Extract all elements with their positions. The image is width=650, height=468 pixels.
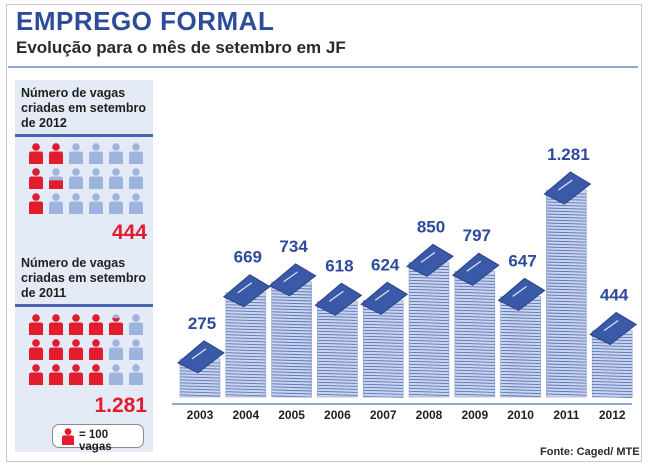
person-icon-2012-18 [129, 193, 143, 214]
panel-2011-label: Número de vagas criadas em setembro de 2… [21, 256, 149, 301]
bar-value-2003: 275 [188, 314, 216, 333]
x-tick-2008: 2008 [416, 408, 443, 422]
source-note: Fonte: Caged/ MTE [540, 446, 640, 458]
bar-value-2007: 624 [371, 255, 400, 274]
person-icon-2012-11 [89, 168, 103, 189]
person-icon-2012-16 [129, 143, 143, 164]
person-icon-2011-18 [129, 364, 143, 385]
person-icon-2011-10 [89, 314, 103, 335]
person-icon-2012-9 [69, 193, 83, 214]
panel-2011-value: 1.281 [94, 394, 147, 417]
bar-2007 [360, 281, 409, 398]
person-icon-2011-2 [29, 339, 43, 360]
person-icon-2011-15 [109, 364, 123, 385]
panel-2012-divider [15, 134, 153, 137]
person-icon-2011-6 [49, 364, 63, 385]
header-divider [8, 66, 638, 68]
bar-2009 [451, 252, 500, 398]
icon-legend: = 100 vagas [52, 424, 144, 453]
person-icon-2011-14 [109, 339, 123, 360]
panel-2012-label-line-1: Número de vagas [21, 86, 126, 100]
panel-2012-label-line-2: criadas em setembro [21, 101, 147, 115]
person-icon-2011-7 [69, 314, 83, 335]
person-icon-2012-12 [89, 193, 103, 214]
person-icon-2011-9 [69, 364, 83, 385]
bar-2012 [589, 311, 638, 399]
sidebar-panel: Número de vagas criadas em setembro de 2… [15, 80, 153, 452]
panel-2011-label-line-1: Número de vagas [21, 256, 126, 270]
person-icon-2011-4 [49, 314, 63, 335]
person-icon-2011-11 [89, 339, 103, 360]
panel-2011-divider [15, 304, 153, 307]
bar-2010 [497, 277, 546, 398]
x-tick-2009: 2009 [461, 408, 488, 422]
person-icon-2011-13 [109, 314, 123, 335]
page-title: EMPREGO FORMAL [16, 6, 275, 36]
bar-2004 [222, 274, 271, 398]
bar-2011 [543, 171, 592, 398]
person-icon-2012-8 [69, 168, 83, 189]
legend-text: = 100 vagas [79, 429, 112, 453]
panel-2012-value: 444 [111, 221, 147, 244]
person-icon-2011-8 [69, 339, 83, 360]
bar-value-2010: 647 [508, 251, 536, 270]
bar-2005 [268, 263, 317, 398]
x-tick-2005: 2005 [278, 408, 305, 422]
panel-2012-label: Número de vagas criadas em setembro de 2… [21, 86, 149, 131]
panel-2012-label-line-3: de 2012 [21, 116, 67, 130]
person-icon [62, 428, 74, 445]
bar-value-2011: 1.281 [547, 145, 590, 164]
person-icon-2011-16 [129, 314, 143, 335]
bar-2003 [177, 340, 225, 398]
bar-2006 [314, 282, 363, 398]
person-icon-2012-17 [129, 168, 143, 189]
person-icon-2012-5 [49, 168, 63, 189]
person-icon-2012-6 [49, 193, 63, 214]
page-subtitle: Evolução para o mês de setembro em JF [16, 38, 346, 57]
bar-2008 [406, 243, 454, 398]
panel-2011-label-line-2: criadas em setembro [21, 271, 147, 285]
bar-value-2006: 618 [325, 256, 353, 275]
bar-value-2008: 850 [417, 217, 445, 236]
person-icon-2011-12 [89, 364, 103, 385]
person-icon-2011-1 [29, 314, 43, 335]
panel-2011-label-line-3: de 2011 [21, 286, 67, 300]
person-icon-2012-7 [69, 143, 83, 164]
x-tick-2007: 2007 [370, 408, 397, 422]
x-tick-2006: 2006 [324, 408, 351, 422]
person-icon-2012-2 [29, 168, 43, 189]
x-tick-2010: 2010 [507, 408, 534, 422]
person-icon-2011-5 [49, 339, 63, 360]
person-icon-2011-17 [129, 339, 143, 360]
person-icon-2012-14 [109, 168, 123, 189]
person-icon-2012-4 [49, 143, 63, 164]
person-icon-2012-3 [29, 193, 43, 214]
bar-value-2009: 797 [463, 226, 491, 245]
x-tick-2004: 2004 [232, 408, 259, 422]
person-icon-2012-1 [29, 143, 43, 164]
person-icon-2012-15 [109, 193, 123, 214]
x-tick-2012: 2012 [599, 408, 626, 422]
x-tick-2003: 2003 [187, 408, 214, 422]
bar-value-2004: 669 [234, 248, 262, 267]
x-tick-2011: 2011 [553, 408, 579, 422]
person-icon-2012-10 [89, 143, 103, 164]
people-grid-2011 [29, 314, 143, 385]
bar-value-2012: 444 [600, 285, 629, 304]
person-icon-2012-13 [109, 143, 123, 164]
person-icon-2011-3 [29, 364, 43, 385]
bar-value-2005: 734 [279, 237, 308, 256]
people-grid-2012 [29, 143, 143, 214]
